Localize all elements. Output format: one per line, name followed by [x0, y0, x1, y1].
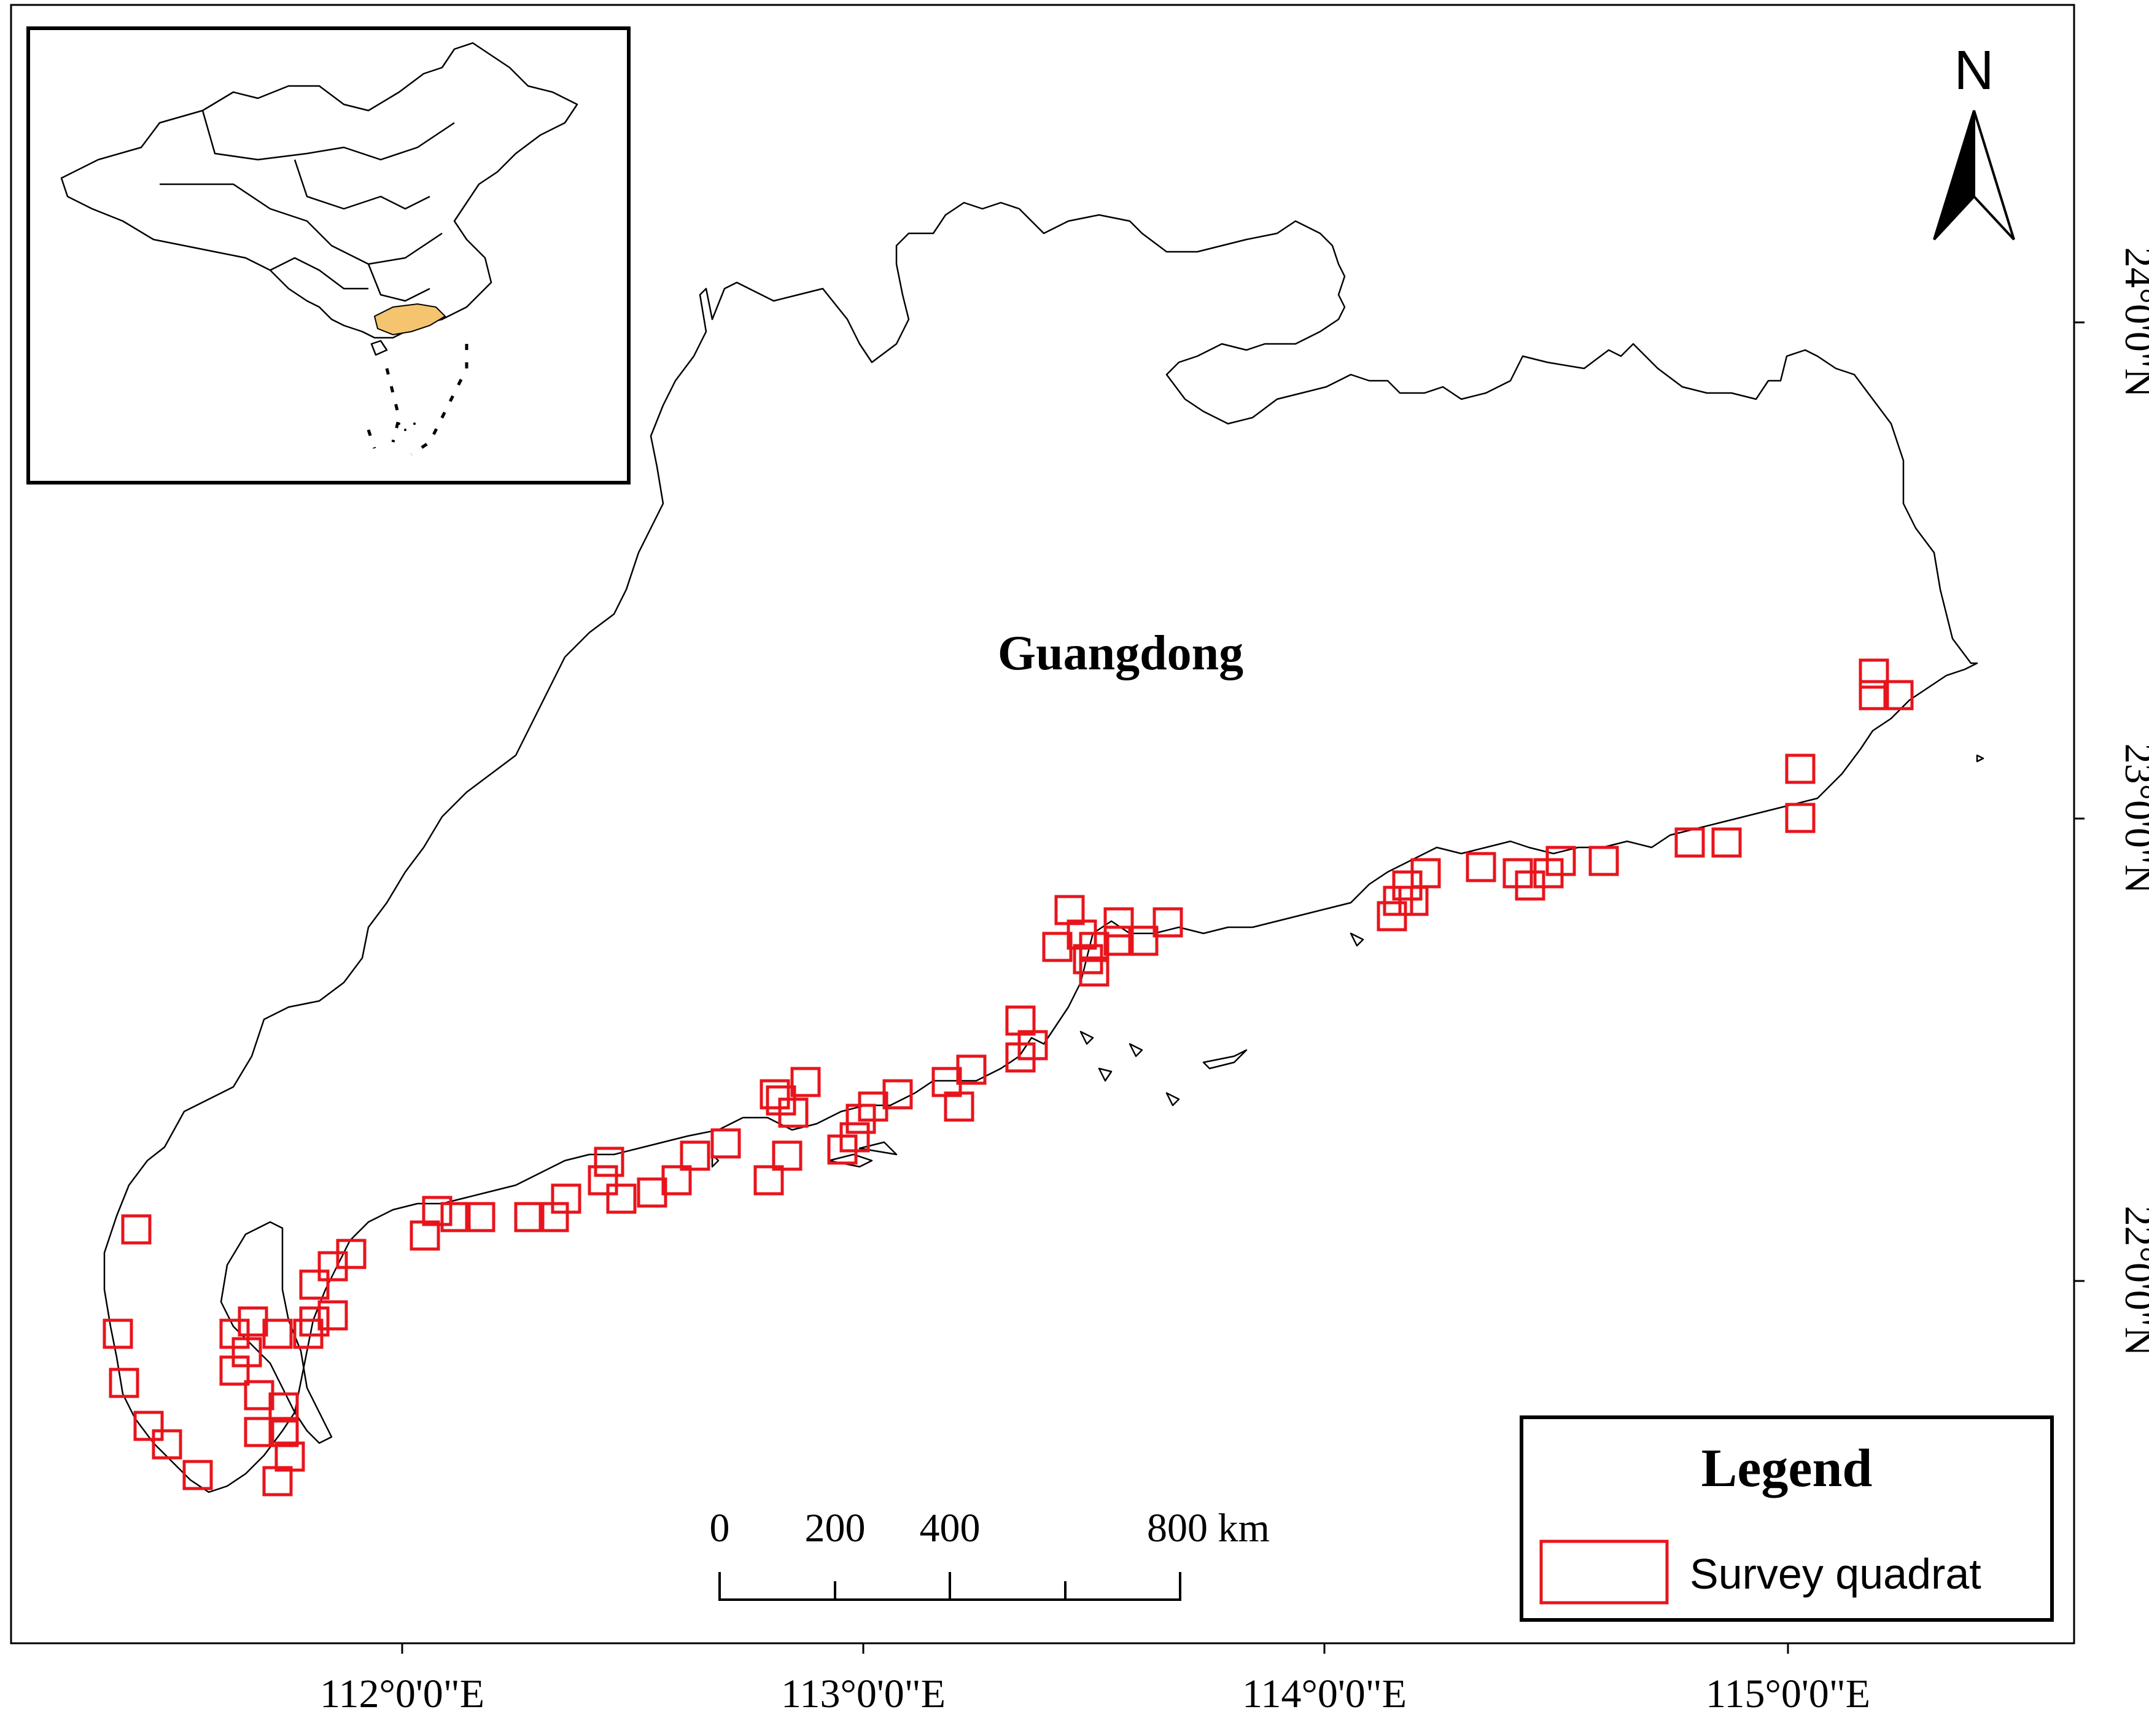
- survey-quadrat: [760, 1079, 790, 1110]
- survey-quadrat: [1152, 907, 1183, 938]
- lon-label-115: 115°0'0"E: [1706, 1672, 1870, 1716]
- survey-quadrat: [219, 1355, 250, 1386]
- survey-quadrat: [268, 1417, 299, 1447]
- inset-frame: [26, 26, 631, 485]
- map-frame: [10, 4, 2075, 1645]
- survey-quadrat: [944, 1091, 974, 1122]
- latitude-axis: 24°0'0"N 23°0'0"N 22°0'0"N: [2074, 247, 2149, 1356]
- survey-quadrat: [772, 1140, 802, 1171]
- survey-quadrat: [1466, 852, 1496, 882]
- legend-title: Legend: [1701, 1439, 1873, 1498]
- survey-quadrat: [753, 1165, 784, 1196]
- inset-china-outline: [60, 42, 578, 339]
- survey-quadrat: [244, 1380, 274, 1411]
- survey-quadrat: [299, 1269, 330, 1300]
- survey-quadrat: [262, 1318, 293, 1349]
- survey-quadrat: [317, 1251, 348, 1282]
- survey-quadrat: [1005, 1005, 1036, 1036]
- lat-label-22: 22°0'0"N: [2116, 1206, 2149, 1356]
- survey-quadrat: [514, 1202, 545, 1232]
- survey-quadrat: [274, 1441, 305, 1472]
- legend-item-label: Survey quadrat: [1690, 1550, 1981, 1598]
- guangdong-outline: [103, 201, 1978, 1493]
- survey-quadrat: [1128, 925, 1159, 956]
- legend: Legend Survey quadrat: [1520, 1415, 2054, 1622]
- survey-quadrat: [410, 1220, 440, 1251]
- survey-quadrat: [1054, 895, 1085, 925]
- survey-quadrat: [133, 1411, 164, 1441]
- lon-label-112: 112°0'0"E: [320, 1672, 484, 1716]
- survey-quadrat: [637, 1177, 667, 1208]
- lon-label-113: 113°0'0"E: [781, 1672, 946, 1716]
- survey-quadrat: [268, 1392, 299, 1423]
- survey-quadrat: [152, 1429, 182, 1460]
- survey-quadrat: [790, 1067, 821, 1097]
- survey-quadrats: [103, 658, 1914, 1497]
- islands: [711, 754, 1984, 1168]
- survey-quadrat: [1103, 925, 1134, 956]
- scale-tick-0: 0: [710, 1506, 730, 1551]
- north-label: N: [1954, 40, 1994, 101]
- survey-quadrat: [588, 1165, 618, 1196]
- survey-quadrat: [1674, 827, 1705, 858]
- survey-quadrat: [1502, 858, 1533, 889]
- region-label: Guangdong: [998, 626, 1243, 680]
- survey-quadrat: [121, 1214, 152, 1245]
- survey-quadrat: [827, 1134, 858, 1165]
- survey-quadrat: [293, 1318, 324, 1349]
- survey-quadrat: [710, 1128, 741, 1159]
- survey-quadrat: [1383, 886, 1413, 916]
- scale-tick-800: 800 km: [1147, 1506, 1270, 1551]
- inset-map: [26, 26, 631, 485]
- survey-quadrat: [538, 1202, 569, 1232]
- legend-quadrat-swatch: [1539, 1539, 1669, 1605]
- survey-quadrat: [1785, 803, 1816, 833]
- north-arrow-icon: [1933, 110, 2015, 241]
- survey-quadrat: [1103, 907, 1134, 938]
- survey-quadrat: [262, 1466, 293, 1497]
- legend-frame: [1520, 1415, 2054, 1622]
- survey-quadrat: [661, 1165, 692, 1196]
- scale-tick-400: 400: [920, 1506, 981, 1551]
- survey-quadrat: [465, 1202, 495, 1232]
- survey-quadrat: [317, 1300, 348, 1331]
- scale-bar: 0 200 400 800 km: [710, 1506, 1270, 1601]
- survey-quadrat: [845, 1103, 876, 1134]
- survey-quadrat: [103, 1318, 133, 1349]
- survey-quadrat: [1859, 658, 1889, 689]
- longitude-axis: 112°0'0"E 113°0'0"E 114°0'0"E 115°0'0"E: [320, 1643, 1870, 1716]
- survey-quadrat: [244, 1417, 274, 1447]
- survey-quadrat: [882, 1079, 913, 1110]
- survey-quadrat: [680, 1140, 710, 1171]
- survey-quadrat: [931, 1067, 962, 1097]
- survey-quadrat: [422, 1196, 453, 1226]
- survey-quadrat: [1005, 1042, 1036, 1073]
- leizhou-peninsula-coast: [220, 1221, 333, 1444]
- survey-quadrat: [109, 1368, 139, 1398]
- survey-quadrat: [1785, 753, 1816, 784]
- lat-label-24: 24°0'0"N: [2116, 247, 2149, 398]
- survey-quadrat: [1588, 846, 1619, 876]
- survey-quadrat: [1883, 680, 1914, 710]
- survey-quadrat: [1398, 886, 1429, 916]
- scale-tick-200: 200: [805, 1506, 866, 1551]
- lat-label-23: 23°0'0"N: [2116, 744, 2149, 894]
- survey-quadrat: [1377, 901, 1407, 932]
- survey-quadrat: [182, 1460, 213, 1490]
- survey-quadrat: [440, 1202, 471, 1232]
- survey-quadrat: [1042, 932, 1073, 962]
- inset-guangdong-highlight: [373, 303, 446, 336]
- survey-quadrat: [594, 1146, 624, 1177]
- survey-quadrat: [778, 1097, 809, 1128]
- survey-quadrat: [606, 1183, 637, 1214]
- lon-label-114: 114°0'0"E: [1242, 1672, 1407, 1716]
- survey-quadrat: [1392, 870, 1423, 901]
- survey-quadrat: [1859, 680, 1889, 710]
- survey-quadrat: [1711, 827, 1742, 858]
- survey-quadrat: [1073, 944, 1103, 975]
